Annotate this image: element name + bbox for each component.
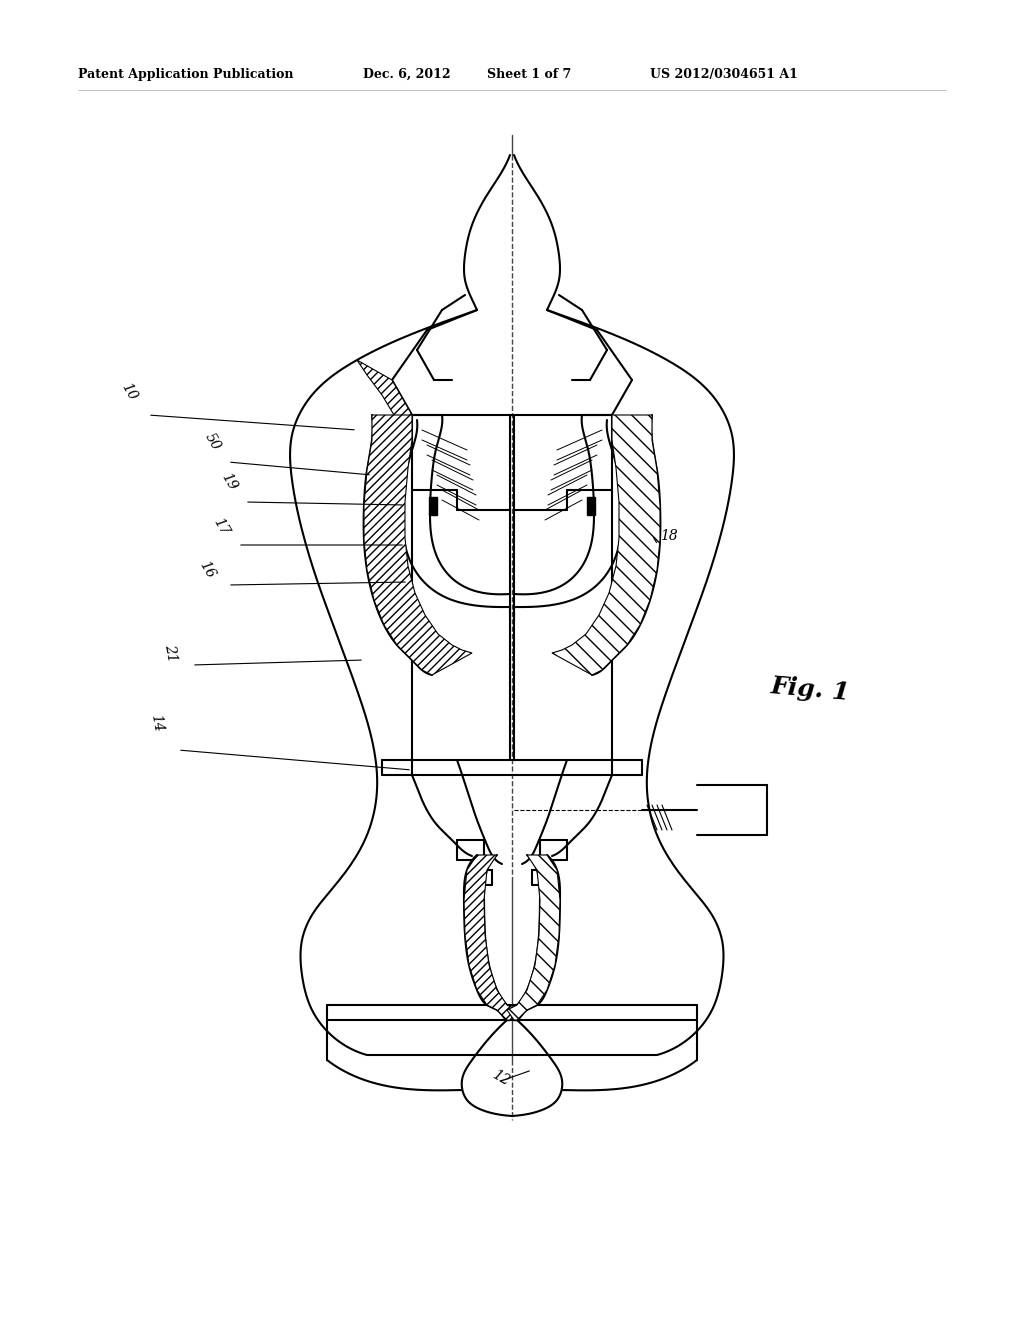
Text: 19: 19 bbox=[218, 471, 239, 492]
Text: Patent Application Publication: Patent Application Publication bbox=[78, 69, 294, 81]
Text: US 2012/0304651 A1: US 2012/0304651 A1 bbox=[650, 69, 798, 81]
Polygon shape bbox=[552, 414, 660, 675]
Polygon shape bbox=[464, 855, 517, 1020]
Text: 17: 17 bbox=[210, 516, 231, 539]
Text: 14: 14 bbox=[148, 713, 165, 733]
Text: 50: 50 bbox=[202, 430, 223, 453]
Text: Dec. 6, 2012: Dec. 6, 2012 bbox=[362, 69, 451, 81]
Polygon shape bbox=[587, 498, 595, 515]
Text: Sheet 1 of 7: Sheet 1 of 7 bbox=[487, 69, 571, 81]
Text: 16: 16 bbox=[196, 558, 217, 581]
Polygon shape bbox=[507, 855, 560, 1020]
Text: 21: 21 bbox=[162, 643, 179, 663]
Text: 12: 12 bbox=[490, 1067, 512, 1088]
Text: Fig. 1: Fig. 1 bbox=[770, 675, 851, 705]
Polygon shape bbox=[364, 414, 472, 675]
Text: 10: 10 bbox=[118, 380, 139, 403]
Polygon shape bbox=[357, 360, 412, 450]
Polygon shape bbox=[429, 498, 437, 515]
Text: 18: 18 bbox=[660, 529, 678, 543]
